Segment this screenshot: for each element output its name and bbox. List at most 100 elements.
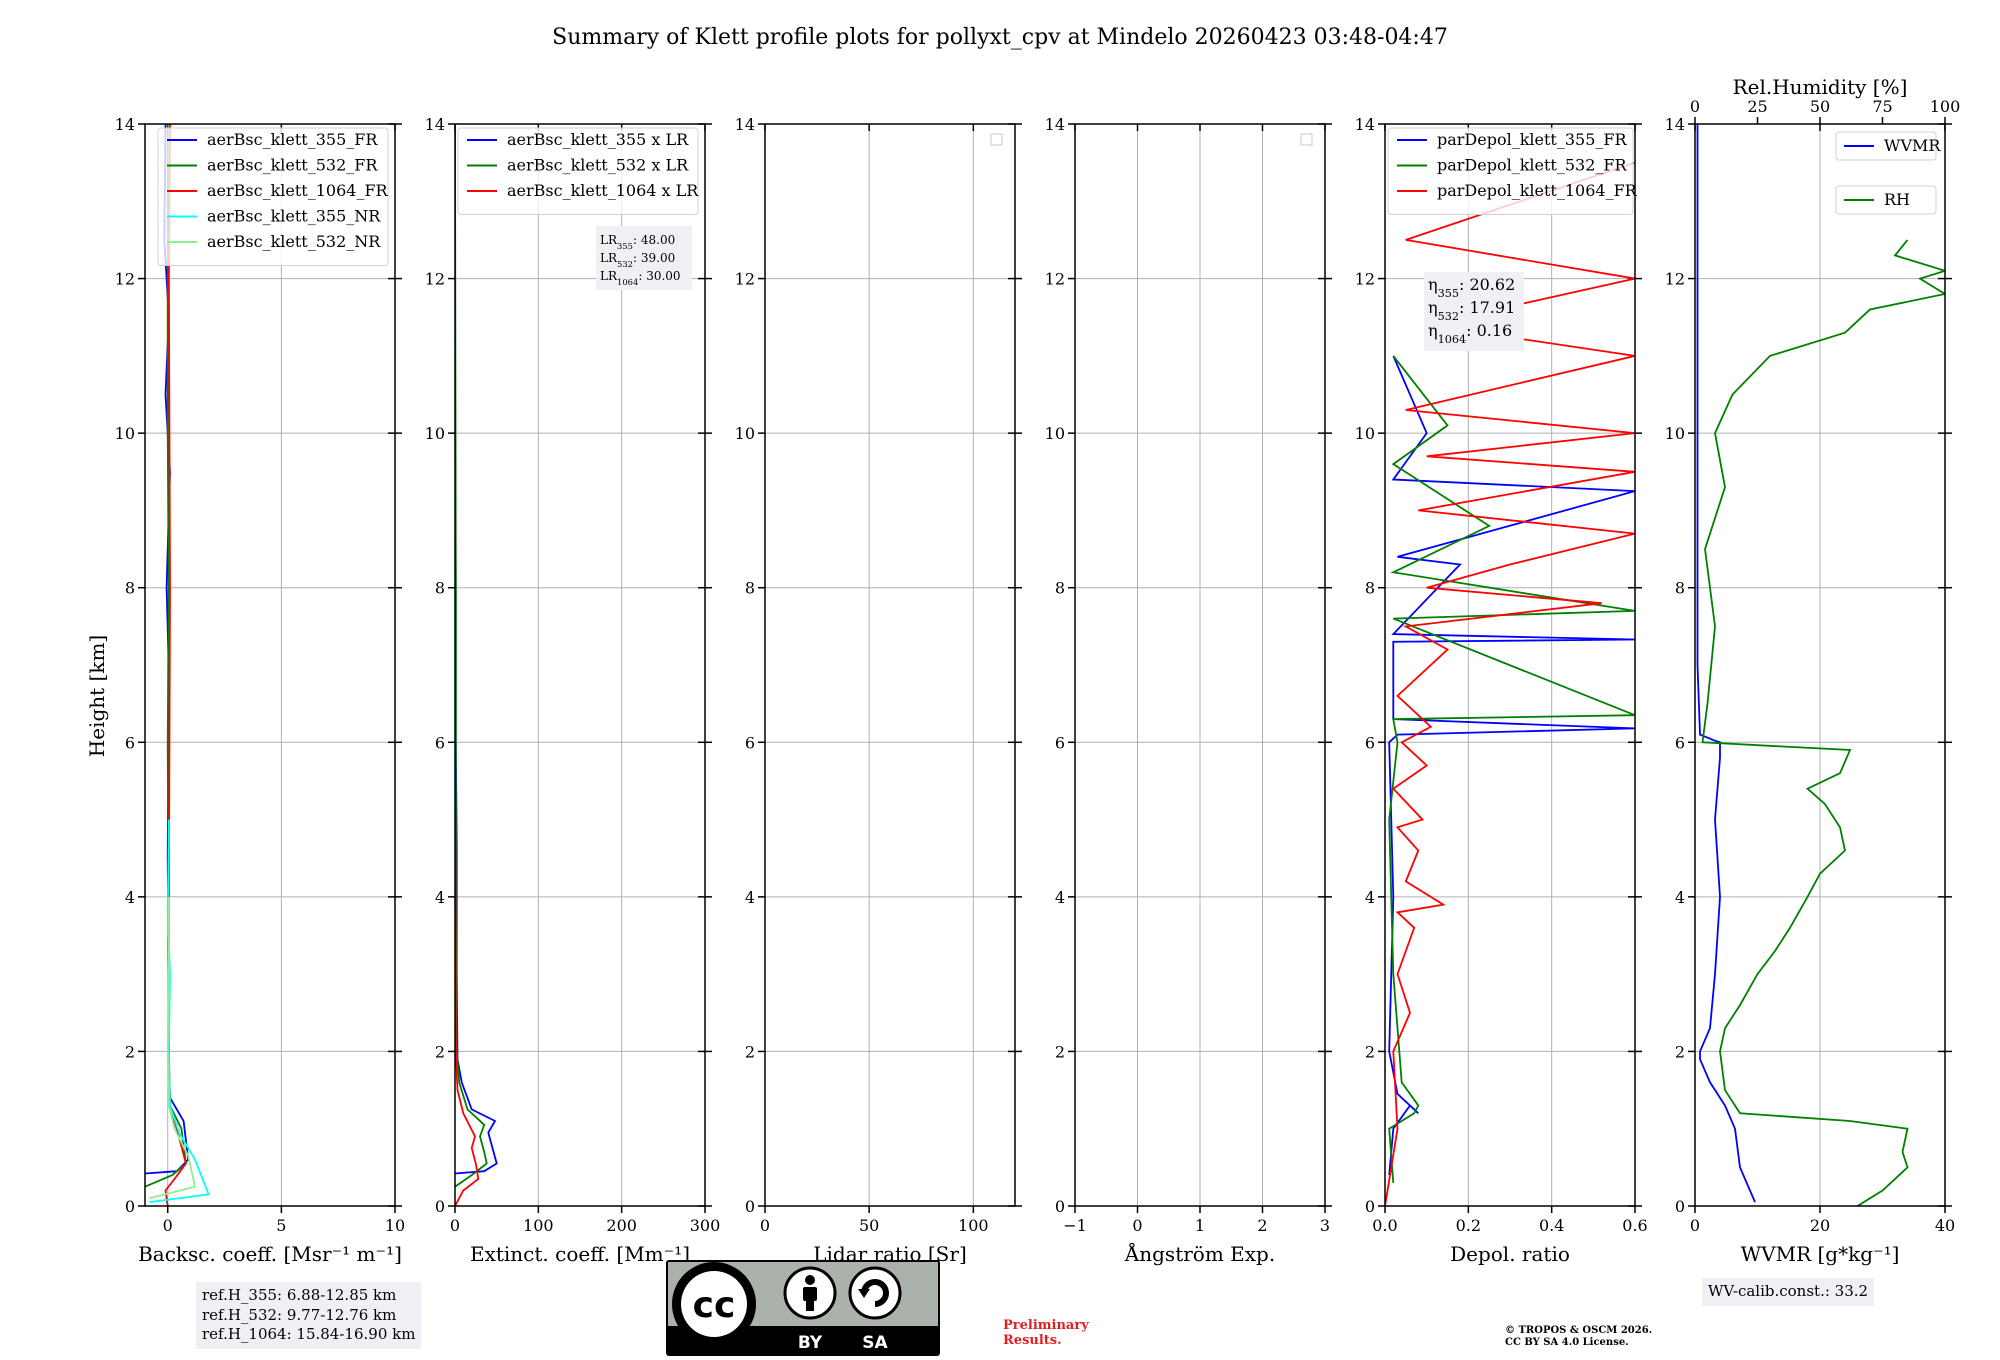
y-tick-label: 2 — [435, 1042, 445, 1061]
sa-share-alike-icon — [848, 1266, 902, 1320]
preliminary-line1: Preliminary — [1003, 1318, 1089, 1333]
y-tick-label: 14 — [1045, 115, 1065, 134]
top-x-tick-label: 25 — [1747, 97, 1767, 116]
x-tick-label: 0.0 — [1372, 1216, 1397, 1235]
panel-5: 0.0 0.2 0.4 0.6 0 2 4 6 8 10 12 14 Depol. ratio parDe… — [1355, 115, 1648, 1266]
y-tick-label: 2 — [1365, 1042, 1375, 1061]
series-line-parDepol_klett_532_FR — [1388, 355, 1635, 1183]
empty-legend-box — [990, 133, 1003, 146]
preliminary-results-note: Preliminary Results. — [1003, 1318, 1089, 1349]
annotation-value: 20.62 — [1469, 275, 1515, 294]
annotation-name: η — [1428, 298, 1438, 317]
y-axis-label: Height [km] — [85, 635, 109, 757]
copyright-note: © TROPOS & OSCM 2026. CC BY SA 4.0 Licen… — [1505, 1325, 1652, 1349]
y-tick-label: 12 — [1355, 270, 1375, 289]
annotation-line: LR355: 48.00 — [600, 233, 675, 251]
y-tick-label: 6 — [1055, 733, 1065, 752]
top-x-tick-label: 100 — [1930, 97, 1961, 116]
y-tick-label: 12 — [115, 270, 135, 289]
legend-label: aerBsc_klett_355_NR — [207, 207, 381, 226]
y-tick-label: 2 — [125, 1042, 135, 1061]
annotation-value: 39.00 — [641, 251, 675, 265]
x-tick-label: 40 — [1935, 1216, 1955, 1235]
y-tick-label: 4 — [1365, 888, 1375, 907]
y-tick-label: 8 — [435, 579, 445, 598]
y-tick-label: 2 — [1675, 1042, 1685, 1061]
x-tick-label: 0 — [1132, 1216, 1142, 1235]
legend-label: aerBsc_klett_355 x LR — [507, 130, 689, 149]
x-tick-label: 5 — [276, 1216, 286, 1235]
y-tick-label: 2 — [1055, 1042, 1065, 1061]
series-group — [455, 124, 498, 1206]
legend-label: WVMR — [1884, 136, 1941, 155]
annotation-subscript: 1064 — [617, 277, 638, 287]
by-label: BY — [798, 1333, 823, 1353]
x-tick-label: 0 — [760, 1216, 770, 1235]
y-tick-label: 12 — [1665, 270, 1685, 289]
legend-label: parDepol_klett_532_FR — [1437, 156, 1628, 175]
ref-height-1064: ref.H_1064: 15.84-16.90 km — [202, 1325, 416, 1343]
y-tick-label: 4 — [435, 888, 445, 907]
annotation-value: 17.91 — [1469, 298, 1515, 317]
empty-legend-box — [1300, 133, 1313, 146]
panel-2: 0 100 200 300 0 2 4 6 8 10 12 14 Extinct. coeff. [Mm… — [425, 115, 721, 1266]
series-line-aerBsc_klett_355 x LR — [455, 124, 498, 1175]
x-tick-label: 100 — [958, 1216, 989, 1235]
x-tick-label: 300 — [690, 1216, 721, 1235]
top-x-tick-label: 50 — [1810, 97, 1830, 116]
figure-title: Summary of Klett profile plots for polly… — [552, 25, 1448, 50]
y-tick-label: 8 — [1675, 579, 1685, 598]
y-tick-label: 14 — [115, 115, 135, 134]
top-axis-label: Rel.Humidity [%] — [1733, 75, 1908, 99]
panel-1: 0 5 10 0 2 4 6 8 10 12 14 Backsc. coeff. [Msr⁻¹ m⁻¹… — [115, 115, 406, 1266]
series-line-aerBsc_klett_1064 x LR — [455, 124, 480, 1206]
y-tick-label: 12 — [1045, 270, 1065, 289]
annotation-value: 0.16 — [1477, 321, 1513, 340]
axes-frame — [1384, 123, 1636, 1207]
x-tick-label: 50 — [859, 1216, 879, 1235]
y-tick-label: 10 — [1355, 424, 1375, 443]
annotation-box — [596, 226, 692, 290]
series-line-parDepol_klett_355_FR — [1388, 355, 1635, 1176]
y-tick-label: 0 — [745, 1197, 755, 1216]
y-tick-label: 6 — [1365, 733, 1375, 752]
y-tick-label: 0 — [125, 1197, 135, 1216]
legend-frame — [157, 127, 389, 266]
axes-frame — [1074, 123, 1326, 1207]
y-tick-label: 0 — [435, 1197, 445, 1216]
annotation-subscript: 355 — [617, 241, 633, 251]
y-tick-label: 0 — [1365, 1197, 1375, 1216]
x-tick-label: 0 — [450, 1216, 460, 1235]
annotation-colon: : — [633, 251, 641, 265]
series-line-aerBsc_klett_355_FR — [145, 124, 190, 1175]
cc-by-sa-license-logo: cc BY SA — [666, 1260, 940, 1356]
y-tick-label: 4 — [125, 888, 135, 907]
x-tick-label: 200 — [606, 1216, 637, 1235]
panel-6: 0 20 40 0 2 4 6 8 10 12 14 WVMR [g*kg⁻¹] 0 25 50 75 100 R… — [1665, 75, 1961, 1266]
x-tick-label: 0.6 — [1622, 1216, 1647, 1235]
y-tick-label: 6 — [1675, 733, 1685, 752]
legend-label: aerBsc_klett_532_FR — [207, 156, 378, 175]
annotation-value: 48.00 — [641, 233, 675, 247]
annotation-colon: : — [1466, 321, 1476, 340]
y-tick-label: 6 — [745, 733, 755, 752]
legend-frame — [1835, 185, 1937, 215]
ref-height-355: ref.H_355: 6.88-12.85 km — [202, 1286, 397, 1304]
y-tick-label: 10 — [735, 424, 755, 443]
copyright-line2: CC BY SA 4.0 License. — [1505, 1337, 1629, 1348]
y-tick-label: 0 — [1675, 1197, 1685, 1216]
y-tick-label: 2 — [745, 1042, 755, 1061]
legend-label: aerBsc_klett_532 x LR — [507, 156, 689, 175]
top-x-tick-label: 75 — [1872, 97, 1892, 116]
cc-text: cc — [693, 1285, 736, 1326]
x-tick-label: 2 — [1257, 1216, 1267, 1235]
legend-label: aerBsc_klett_532_NR — [207, 232, 381, 251]
legend-frame — [1835, 131, 1937, 161]
legend-frame — [457, 127, 699, 215]
x-tick-label: 100 — [523, 1216, 554, 1235]
y-tick-label: 4 — [1055, 888, 1065, 907]
axes-frame — [454, 123, 706, 1207]
annotation-line: LR1064: 30.00 — [600, 269, 681, 287]
y-tick-label: 12 — [425, 270, 445, 289]
